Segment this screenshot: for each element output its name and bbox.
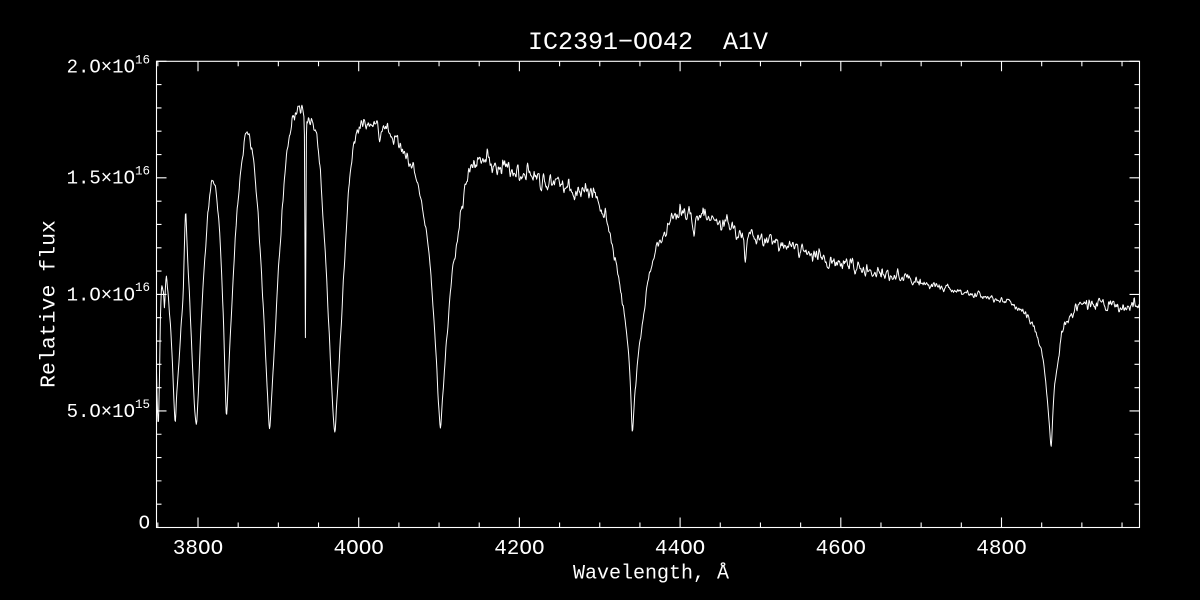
svg-text:Wavelength, Å: Wavelength, Å — [573, 563, 729, 586]
svg-text:IC2391−OO42 A1V: IC2391−OO42 A1V — [528, 28, 768, 57]
svg-text:46OO: 46OO — [816, 538, 866, 561]
svg-text:38OO: 38OO — [173, 538, 223, 561]
svg-text:O: O — [139, 513, 150, 535]
svg-text:48OO: 48OO — [976, 538, 1026, 561]
svg-text:44OO: 44OO — [655, 538, 705, 561]
svg-text:42OO: 42OO — [494, 538, 544, 561]
svg-text:Relative flux: Relative flux — [38, 220, 62, 388]
svg-text:4OOO: 4OOO — [333, 538, 383, 561]
